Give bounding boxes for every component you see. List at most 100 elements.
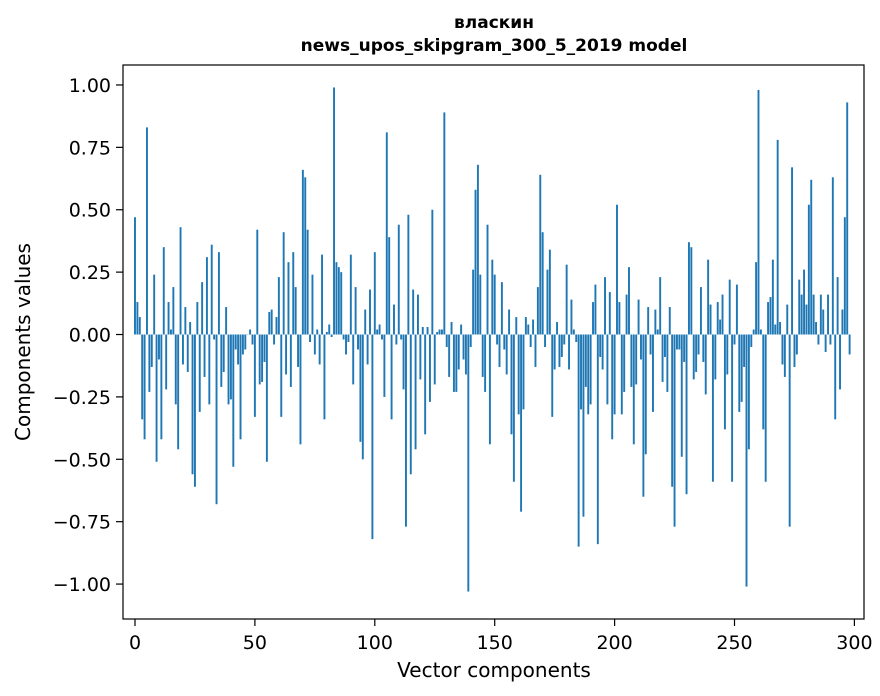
bar [467, 334, 470, 592]
bar [426, 327, 429, 335]
bar [673, 334, 676, 527]
bar [738, 334, 741, 412]
bar [179, 227, 182, 335]
x-tick-label: 200 [596, 632, 632, 654]
bar [764, 334, 767, 482]
bar [174, 334, 177, 405]
bar [632, 334, 635, 445]
bar [433, 334, 436, 385]
bar [381, 334, 383, 340]
bar [671, 334, 674, 487]
bar [146, 127, 148, 335]
bar [287, 262, 290, 335]
bar [153, 274, 156, 335]
bar [522, 334, 525, 410]
chart-subtitle: news_upos_skipgram_300_5_2019 model [301, 36, 688, 56]
bar [680, 334, 683, 457]
bar [707, 259, 710, 335]
x-tick-label: 150 [477, 632, 513, 654]
bar [572, 329, 575, 335]
bar [488, 334, 491, 445]
bar [589, 334, 592, 405]
bar [587, 334, 590, 415]
bar [448, 334, 451, 377]
bar [428, 334, 431, 402]
bar [616, 204, 618, 335]
bar [637, 299, 640, 335]
bar [481, 334, 484, 377]
y-tick-label: −0.25 [53, 387, 111, 409]
bar [620, 334, 623, 415]
bar [215, 334, 218, 505]
bar [812, 294, 815, 335]
bar [735, 284, 738, 335]
bar [472, 269, 475, 335]
bar [640, 334, 642, 360]
bar [570, 299, 573, 335]
bar [134, 217, 136, 335]
bar [536, 287, 539, 335]
bar [714, 334, 717, 380]
bar [496, 334, 499, 345]
bar [668, 307, 671, 335]
bar [556, 322, 559, 335]
bar [807, 204, 810, 335]
bar [431, 209, 434, 335]
bar [831, 177, 834, 335]
x-axis-label: Vector components [397, 658, 591, 682]
bar [551, 334, 554, 417]
bar [687, 242, 690, 335]
bar [328, 324, 331, 335]
bar [752, 329, 755, 335]
bar [529, 334, 532, 347]
x-tick-label: 100 [357, 632, 393, 654]
bar [474, 189, 477, 335]
bar [316, 329, 319, 335]
bar [225, 307, 228, 335]
bar [779, 322, 782, 335]
bar [666, 334, 669, 392]
bar [347, 334, 350, 342]
bar [548, 249, 551, 335]
bar [297, 334, 300, 367]
bar [731, 334, 734, 482]
bar [462, 334, 465, 360]
bar [445, 334, 448, 347]
bar [412, 289, 415, 335]
bar [580, 334, 582, 410]
bar [455, 334, 458, 392]
bar [364, 309, 367, 335]
bar [309, 334, 312, 342]
bar [848, 334, 851, 355]
bar [227, 334, 230, 405]
bar [824, 334, 827, 352]
bar [162, 247, 165, 335]
bar [138, 317, 141, 335]
bar [220, 334, 223, 387]
bar [141, 334, 144, 420]
bar [417, 294, 419, 335]
bar [222, 334, 225, 372]
bar [500, 282, 503, 335]
y-tick-label: 0.00 [69, 325, 111, 347]
bar [539, 174, 542, 335]
bar [217, 252, 220, 335]
bar [534, 334, 537, 367]
y-tick-label: 0.75 [69, 137, 111, 159]
bar [510, 334, 513, 435]
bar [843, 217, 846, 335]
bar [719, 319, 722, 335]
bar [685, 334, 688, 495]
bar [205, 257, 208, 335]
y-tick-label: −1.00 [53, 574, 111, 596]
bar [769, 297, 772, 335]
bar [625, 294, 628, 335]
bar [728, 279, 731, 335]
bar [450, 322, 453, 335]
bar [791, 167, 794, 335]
y-tick-label: 0.25 [69, 262, 111, 284]
bar [333, 87, 335, 335]
bar [160, 334, 163, 440]
y-tick-label: −0.50 [53, 449, 111, 471]
bar [318, 334, 321, 365]
